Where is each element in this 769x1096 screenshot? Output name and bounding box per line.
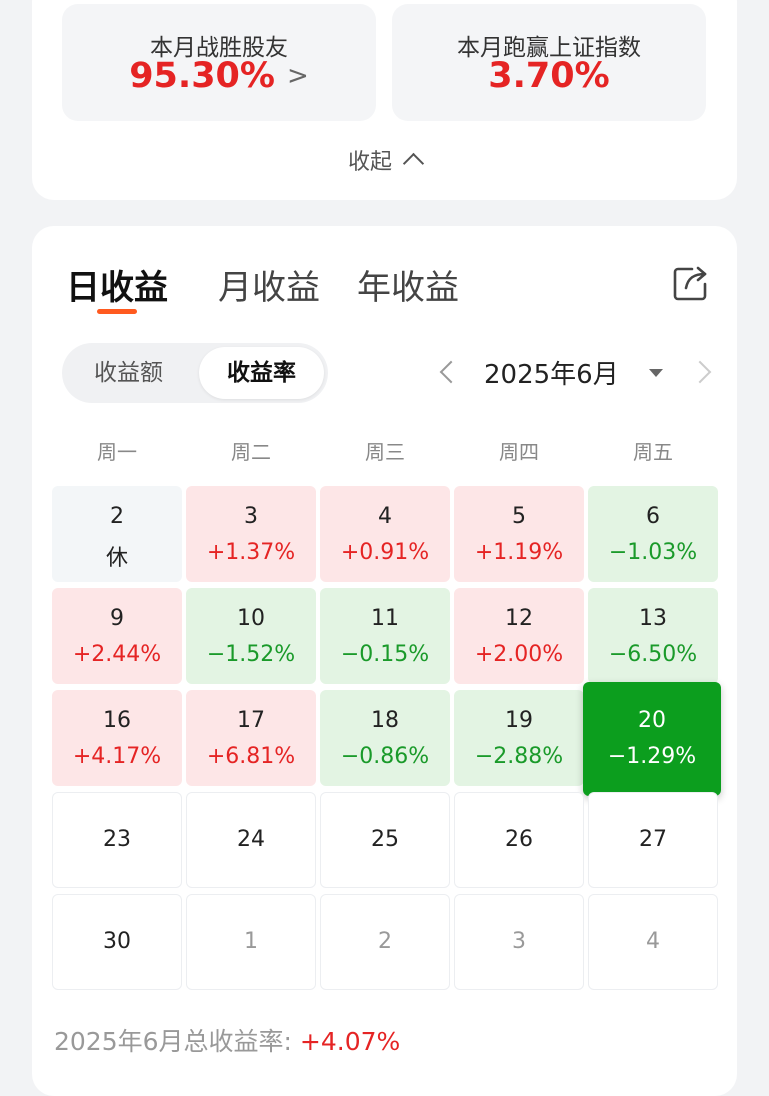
chevron-right-icon[interactable]: > (286, 61, 309, 91)
day-return: +2.44% (72, 642, 162, 667)
calendar-day[interactable]: 11 −0.15% (320, 588, 450, 684)
day-number: 5 (512, 504, 526, 529)
tab-monthly[interactable]: 月收益 (218, 268, 320, 308)
calendar-day[interactable]: 1 (186, 894, 316, 990)
day-number: 16 (103, 708, 131, 733)
day-number: 9 (110, 606, 124, 631)
day-number: 2 (110, 504, 124, 529)
day-number: 11 (371, 606, 399, 631)
day-return: 休 (105, 546, 128, 571)
day-return: −6.50% (608, 642, 698, 667)
day-return: +0.91% (340, 540, 430, 565)
day-number: 27 (639, 827, 667, 852)
beat-users-box[interactable]: 本月战胜股友 95.30% > (62, 4, 376, 121)
day-number: 20 (638, 708, 666, 733)
month-total-value: +4.07% (299, 1027, 401, 1056)
day-return: +6.81% (206, 744, 296, 769)
calendar-day[interactable]: 27 (588, 792, 718, 888)
collapse-label: 收起 (347, 150, 392, 175)
day-number: 6 (646, 504, 660, 529)
day-number: 12 (505, 606, 533, 631)
day-number: 2 (378, 929, 392, 954)
calendar-day[interactable]: 4 +0.91% (320, 486, 450, 582)
calendar-day[interactable]: 10 −1.52% (186, 588, 316, 684)
chevron-up-icon (402, 152, 425, 175)
calendar-day[interactable]: 16 +4.17% (52, 690, 182, 786)
weekday-thu: 周四 (499, 440, 539, 464)
beat-users-value: 95.30% > (129, 56, 309, 96)
weekday-fri: 周五 (633, 440, 673, 464)
day-number: 13 (639, 606, 667, 631)
weekday-wed: 周三 (365, 440, 405, 464)
toggle-rate[interactable]: 收益率 (199, 347, 324, 399)
day-return: −0.86% (340, 744, 430, 769)
calendar-day[interactable]: 4 (588, 894, 718, 990)
beat-index-box: 本月跑赢上证指数 3.70% (392, 4, 706, 121)
calendar-day[interactable]: 18 −0.86% (320, 690, 450, 786)
day-number: 3 (512, 929, 526, 954)
day-number: 17 (237, 708, 265, 733)
toggle-amount[interactable]: 收益额 (94, 360, 163, 386)
day-number: 18 (371, 708, 399, 733)
beat-index-value: 3.70% (488, 56, 610, 96)
day-number: 30 (103, 929, 131, 954)
calendar-day[interactable]: 30 (52, 894, 182, 990)
calendar-day[interactable]: 3 (454, 894, 584, 990)
day-number: 25 (371, 827, 399, 852)
month-selector[interactable]: 2025年6月 (484, 360, 619, 390)
weekday-tue: 周二 (231, 440, 271, 464)
day-return: −0.15% (340, 642, 430, 667)
day-number: 4 (646, 929, 660, 954)
day-return: +4.17% (72, 744, 162, 769)
beat-users-label: 本月战胜股友 (150, 35, 288, 61)
day-return: −1.52% (206, 642, 296, 667)
calendar-day[interactable]: 24 (186, 792, 316, 888)
calendar-day[interactable]: 6 −1.03% (588, 486, 718, 582)
day-return: +2.00% (474, 642, 564, 667)
day-number: 26 (505, 827, 533, 852)
weekday-mon: 周一 (97, 440, 137, 464)
calendar-day[interactable]: 5 +1.19% (454, 486, 584, 582)
tab-yearly[interactable]: 年收益 (357, 268, 459, 308)
calendar-day[interactable]: 23 (52, 792, 182, 888)
calendar-day-selected[interactable]: 20 −1.29% (583, 682, 721, 796)
calendar-day[interactable]: 25 (320, 792, 450, 888)
metric-toggle: 收益额 收益率 (62, 343, 328, 403)
day-return: −2.88% (474, 744, 564, 769)
calendar-day[interactable]: 2 (320, 894, 450, 990)
day-number: 1 (244, 929, 258, 954)
day-return: +1.19% (474, 540, 564, 565)
share-icon[interactable] (672, 264, 710, 302)
day-number: 24 (237, 827, 265, 852)
month-total-label: 2025年6月总收益率: (54, 1027, 292, 1056)
collapse-button[interactable]: 收起 (0, 144, 769, 176)
calendar-day[interactable]: 9 +2.44% (52, 588, 182, 684)
day-number: 19 (505, 708, 533, 733)
calendar-day[interactable]: 19 −2.88% (454, 690, 584, 786)
calendar-day[interactable]: 17 +6.81% (186, 690, 316, 786)
calendar-day[interactable]: 26 (454, 792, 584, 888)
tab-daily[interactable]: 日收益 (66, 268, 168, 308)
day-return: +1.37% (206, 540, 296, 565)
calendar-day[interactable]: 13 −6.50% (588, 588, 718, 684)
day-return: −1.29% (607, 744, 697, 769)
month-total: 2025年6月总收益率: +4.07% (54, 1022, 400, 1058)
day-number: 23 (103, 827, 131, 852)
day-return: −1.03% (608, 540, 698, 565)
caret-down-icon[interactable] (649, 369, 663, 377)
active-tab-indicator (97, 309, 137, 314)
day-number: 3 (244, 504, 258, 529)
day-number: 10 (237, 606, 265, 631)
calendar-day[interactable]: 12 +2.00% (454, 588, 584, 684)
beat-index-label: 本月跑赢上证指数 (457, 35, 641, 61)
day-number: 4 (378, 504, 392, 529)
calendar-day[interactable]: 3 +1.37% (186, 486, 316, 582)
